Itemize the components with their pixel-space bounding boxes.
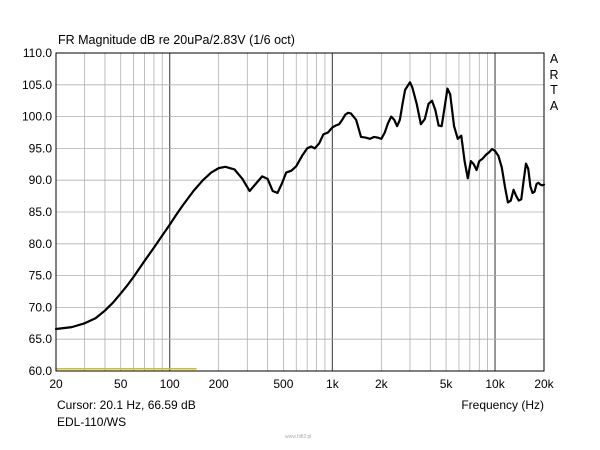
y-tick-labels: 60.0 65.0 70.0 75.0 80.0 85.0 90.0 95.0 100.0 105… (22, 46, 52, 378)
brand-letter: R (549, 67, 559, 82)
x-tick-label: 200 (209, 377, 229, 391)
y-tick-label: 105.0 (22, 78, 52, 92)
y-tick-label: 95.0 (29, 141, 53, 155)
series-line-response (54, 81, 546, 331)
series-layer (54, 81, 546, 370)
plot-frame (55, 52, 545, 372)
x-axis-label: Frequency (Hz) (461, 398, 544, 412)
x-tick-label: 10k (485, 377, 505, 391)
y-tick-label: 60.0 (29, 364, 53, 378)
x-tick-label: 2k (375, 377, 389, 391)
y-tick-label: 110.0 (23, 46, 52, 60)
arta-brand-label: A R T A (548, 52, 560, 114)
y-tick-label: 70.0 (29, 300, 53, 314)
y-tick-label: 75.0 (29, 269, 53, 283)
x-tick-labels: 20 50 100 200 500 1k 2k 5k 10k 20k (49, 377, 554, 391)
chart-title: FR Magnitude dB re 20uPa/2.83V (1/6 oct) (58, 33, 295, 47)
x-tick-label: 20 (49, 377, 63, 391)
y-tick-label: 65.0 (29, 332, 53, 346)
cursor-readout: Cursor: 20.1 Hz, 66.59 dB (57, 398, 196, 412)
brand-letter: A (549, 52, 559, 66)
x-tick-label: 20k (534, 377, 554, 391)
y-tick-label: 80.0 (29, 237, 53, 251)
brand-letter: T (550, 83, 558, 97)
grid-lines (56, 53, 544, 371)
x-tick-label: 500 (273, 377, 293, 391)
y-tick-label: 100.0 (22, 110, 52, 124)
x-tick-label: 5k (440, 377, 454, 391)
model-label: EDL-110/WS (57, 415, 127, 429)
watermark: www.hifi2.pl (285, 434, 312, 440)
x-tick-label: 50 (114, 377, 128, 391)
x-tick-label: 1k (326, 377, 340, 391)
brand-letter: A (549, 98, 559, 113)
x-tick-label: 100 (160, 377, 180, 391)
y-tick-label: 90.0 (29, 173, 53, 187)
y-tick-label: 85.0 (29, 205, 53, 219)
